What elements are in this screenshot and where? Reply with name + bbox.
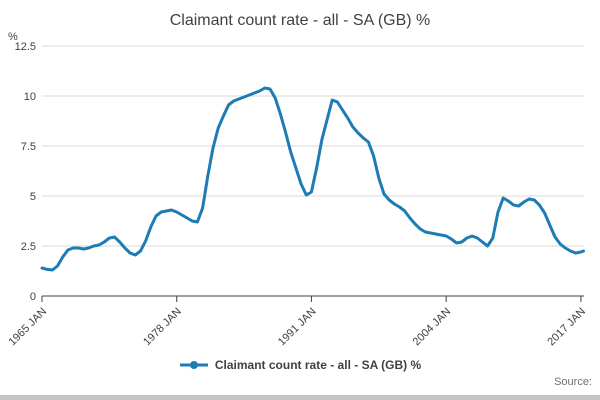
x-tick-label: 2017 JAN xyxy=(545,306,588,349)
legend-label: Claimant count rate - all - SA (GB) % xyxy=(214,358,422,372)
y-tick-label: 2.5 xyxy=(21,241,36,253)
x-tick-label: 1965 JAN xyxy=(6,306,49,349)
page-bottom-edge xyxy=(0,395,600,400)
y-tick-label: 12.5 xyxy=(15,41,36,53)
x-tick-label: 1978 JAN xyxy=(141,306,184,349)
y-tick-label: 7.5 xyxy=(21,141,36,153)
legend-line-marker xyxy=(179,361,208,369)
y-axis-unit-label: % xyxy=(8,32,18,43)
y-tick-label: 0 xyxy=(30,291,36,303)
y-tick-label: 5 xyxy=(30,191,36,203)
y-tick-label: 10 xyxy=(24,91,36,103)
data-series-line[interactable] xyxy=(40,86,585,272)
x-tick-label: 1991 JAN xyxy=(276,306,319,349)
chart-title: Claimant count rate - all - SA (GB) % xyxy=(169,12,431,29)
source-label: Source: xyxy=(554,376,592,388)
x-tick-label: 2004 JAN xyxy=(411,306,454,349)
legend[interactable]: Claimant count rate - all - SA (GB) % xyxy=(0,356,600,374)
line-chart-plot-area[interactable]: % 0 2.5 5 7.5 10 12.5 1965 JAN 1978 JAN 1991 JAN 2… xyxy=(0,32,600,352)
